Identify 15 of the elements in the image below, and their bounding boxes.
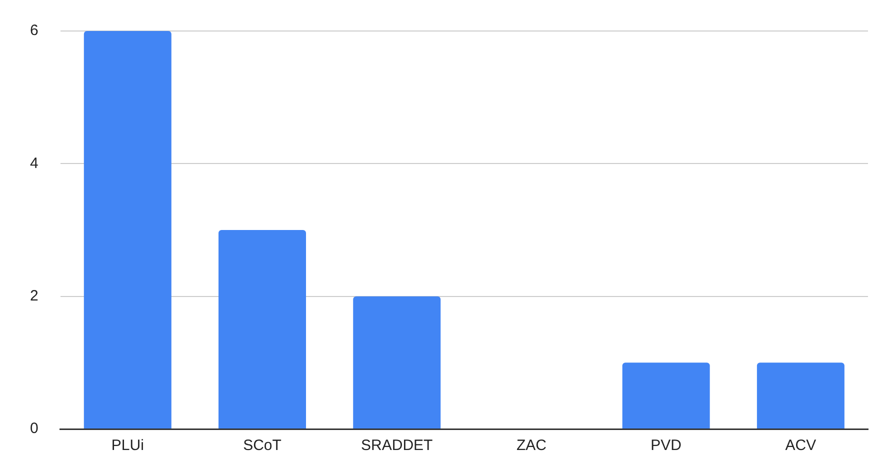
x-tick-label: SCoT xyxy=(243,437,282,454)
bar xyxy=(218,230,306,428)
x-tick-label: PVD xyxy=(650,437,682,454)
y-tick-label: 0 xyxy=(30,420,38,438)
y-tick-label: 6 xyxy=(30,22,38,40)
x-tick-label: SRADDET xyxy=(361,437,433,454)
bar xyxy=(622,362,710,428)
y-tick-label: 2 xyxy=(30,287,38,304)
bar xyxy=(353,296,441,428)
y-tick-label: 4 xyxy=(30,154,38,172)
x-tick-label: ZAC xyxy=(516,437,547,454)
x-tick-label: PLUi xyxy=(111,437,144,454)
bar xyxy=(756,362,844,428)
bar xyxy=(84,31,172,428)
x-tick-label: ACV xyxy=(785,437,816,454)
